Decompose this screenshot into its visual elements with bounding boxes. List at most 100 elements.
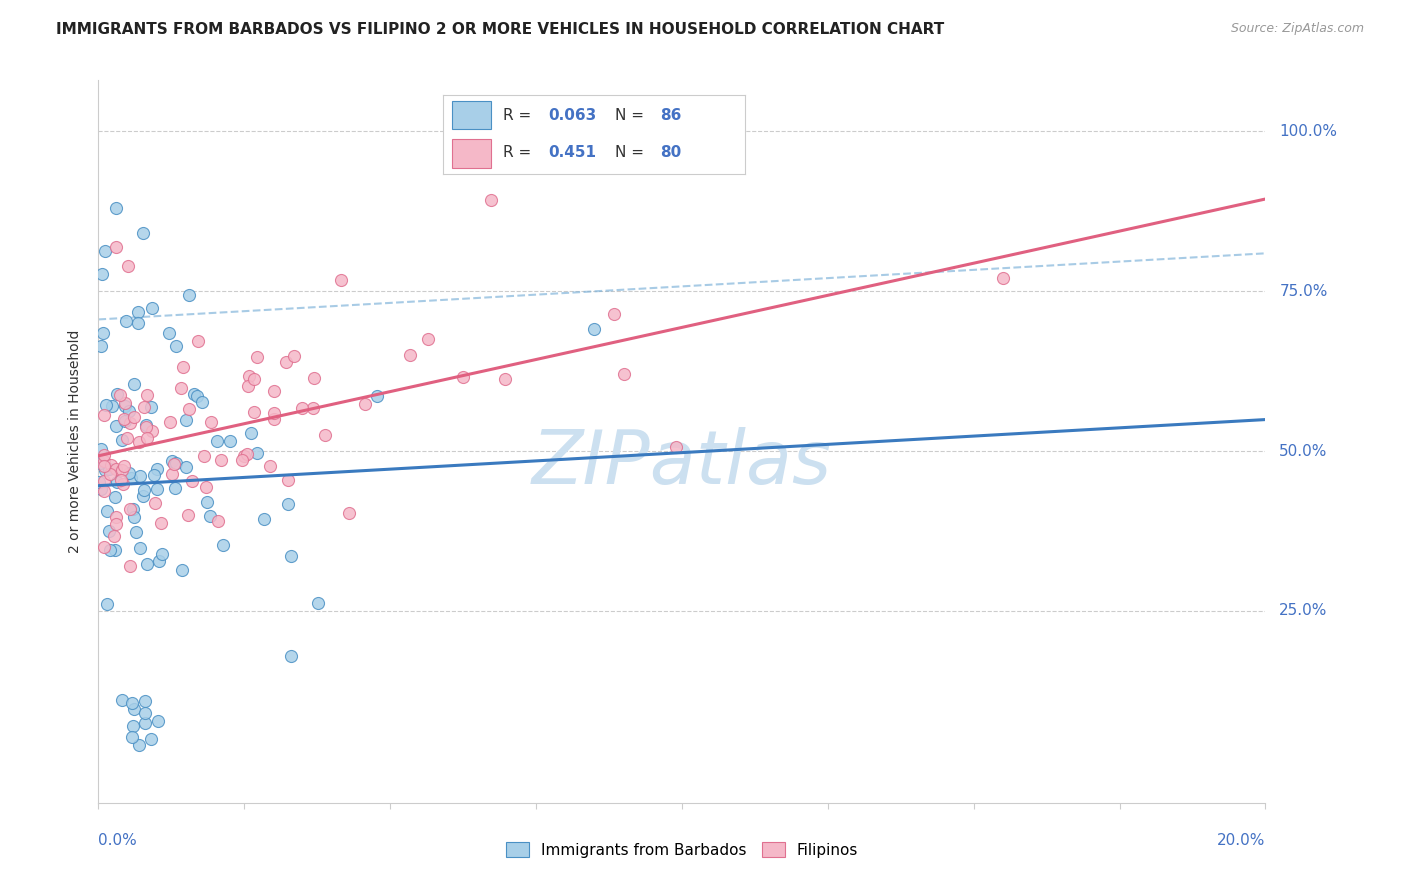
Text: ZIPatlas: ZIPatlas [531, 427, 832, 500]
Bar [451, 101, 491, 129]
Point [339, 506, 361, 520]
Point [93, 540, 115, 554]
Point [122, 376, 145, 391]
Point [170, 562, 193, 576]
Point [120, 502, 142, 516]
Point [93, 459, 115, 474]
Point [200, 509, 222, 524]
Point [143, 467, 166, 482]
Point [111, 434, 134, 448]
Point [166, 338, 188, 352]
Point [115, 314, 138, 328]
Text: 0.063: 0.063 [548, 108, 598, 122]
Point [122, 510, 145, 524]
Point [582, 322, 605, 336]
Point [105, 387, 128, 401]
Point [114, 414, 136, 428]
Point [172, 359, 194, 374]
Point [132, 226, 155, 240]
Point [165, 481, 187, 495]
Point [90, 339, 112, 353]
Point [134, 694, 156, 708]
Point [366, 389, 388, 403]
Point [110, 388, 132, 402]
Point [120, 416, 142, 430]
Point [212, 538, 235, 552]
Point [162, 467, 184, 482]
Point [219, 434, 242, 449]
Point [121, 730, 143, 744]
Point [120, 559, 142, 574]
Point [231, 453, 253, 467]
Point [263, 412, 285, 426]
Point [277, 473, 299, 487]
Point [96, 597, 118, 611]
Text: N =: N = [616, 145, 650, 161]
Point [93, 484, 115, 499]
Point [112, 459, 135, 474]
Point [159, 415, 181, 429]
Point [991, 271, 1014, 285]
Point [134, 716, 156, 731]
Point [89, 475, 111, 490]
Point [118, 404, 141, 418]
Point [115, 431, 138, 445]
Point [135, 387, 157, 401]
Point [141, 424, 163, 438]
Text: 20.0%: 20.0% [1218, 833, 1265, 848]
Point [128, 541, 150, 555]
Point [150, 547, 173, 561]
Point [162, 454, 184, 468]
Point [453, 370, 475, 384]
Point [314, 428, 336, 442]
Text: 100.0%: 100.0% [1279, 124, 1337, 139]
Point [90, 482, 112, 496]
Point [612, 368, 634, 382]
Point [236, 378, 259, 392]
Point [98, 543, 121, 558]
Point [117, 259, 139, 273]
Point [100, 458, 122, 472]
Point [195, 480, 218, 494]
Point [93, 408, 115, 422]
Point [104, 239, 127, 253]
Text: 25.0%: 25.0% [1279, 604, 1327, 618]
Text: IMMIGRANTS FROM BARBADOS VS FILIPINO 2 OR MORE VEHICLES IN HOUSEHOLD CORRELATION: IMMIGRANTS FROM BARBADOS VS FILIPINO 2 O… [56, 22, 945, 37]
Point [200, 415, 222, 429]
Point [232, 450, 254, 464]
Point [479, 193, 502, 207]
Y-axis label: 2 or more Vehicles in Household: 2 or more Vehicles in Household [69, 330, 83, 553]
Point [103, 529, 125, 543]
Point [665, 441, 688, 455]
Point [93, 453, 115, 467]
Point [141, 301, 163, 315]
Point [246, 350, 269, 364]
Text: Source: ZipAtlas.com: Source: ZipAtlas.com [1230, 22, 1364, 36]
Point [110, 474, 132, 488]
Text: 0.451: 0.451 [548, 145, 596, 161]
Point [98, 467, 121, 481]
Point [129, 468, 152, 483]
Point [93, 244, 115, 259]
Point [134, 706, 156, 721]
Point [308, 596, 330, 610]
Point [93, 463, 115, 477]
Point [105, 475, 128, 489]
Point [253, 512, 276, 526]
Point [186, 389, 208, 403]
Point [135, 418, 157, 433]
Point [174, 413, 197, 427]
Text: N =: N = [616, 108, 650, 122]
Point [125, 525, 148, 540]
Point [169, 381, 191, 395]
Point [179, 401, 201, 416]
Bar [451, 139, 491, 168]
Point [174, 459, 197, 474]
Point [96, 504, 118, 518]
Point [136, 557, 159, 571]
Point [238, 369, 260, 384]
Point [291, 401, 314, 415]
Point [150, 516, 173, 530]
Point [274, 355, 297, 369]
Point [91, 326, 114, 340]
